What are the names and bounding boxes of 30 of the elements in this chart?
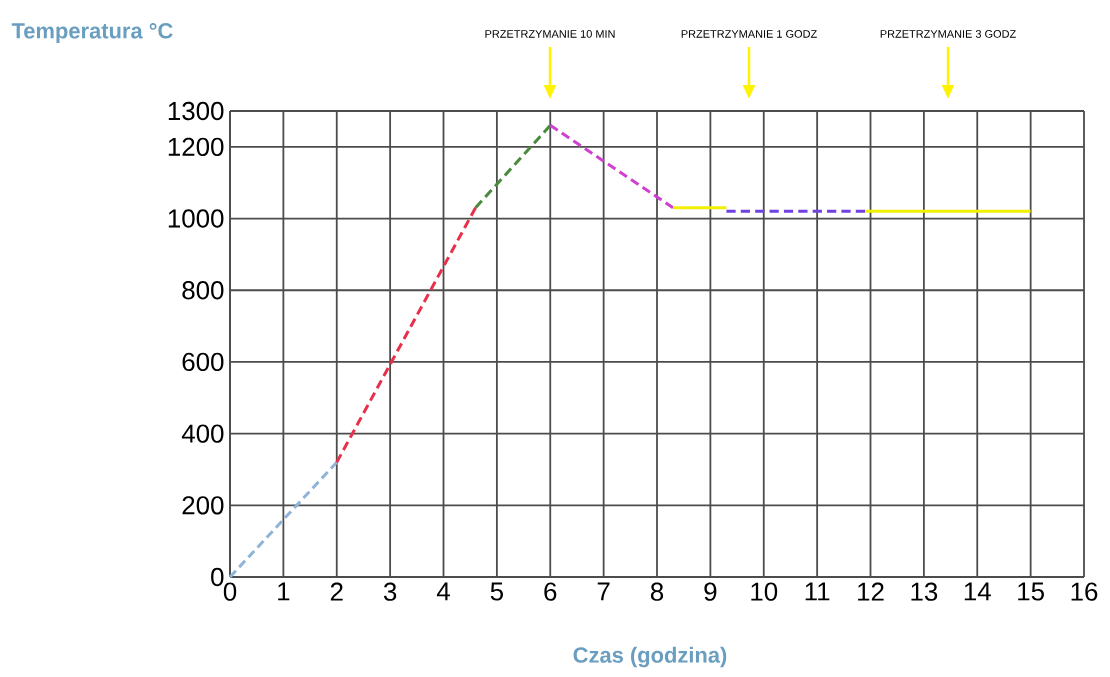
x-tick-label: 0 — [223, 582, 237, 601]
x-tick-label: 8 — [650, 582, 664, 601]
x-tick-label: 4 — [436, 582, 450, 601]
y-tick-label: 600 — [182, 352, 224, 372]
x-tick-label: 1 — [278, 582, 290, 601]
x-tick-label: 12 — [858, 582, 884, 601]
x-tick-label: 13 — [911, 582, 938, 601]
x-tick-label: 15 — [1018, 582, 1044, 601]
x-axis-title: Czas (godzina) — [573, 646, 727, 668]
y-tick-label: 1000 — [168, 209, 224, 228]
x-tick-label: 10 — [751, 582, 778, 601]
x-tick-label: 7 — [597, 582, 610, 601]
x-tick-label: 6 — [544, 582, 557, 601]
y-tick-label: 1300 — [168, 101, 224, 121]
y-tick-label: 200 — [182, 496, 224, 515]
x-tick-label: 2 — [330, 582, 343, 601]
x-tick-label: 3 — [383, 582, 397, 601]
x-tick-label: 5 — [490, 582, 503, 601]
text: PRZETRZYMANIE 1 GODZ — [681, 30, 817, 38]
y-tick-label: 0 — [211, 567, 224, 587]
y-tick-label: 1200 — [168, 137, 224, 157]
x-tick-label: 16 — [1071, 582, 1098, 601]
y-axis-title: Temperatura °C — [11, 23, 173, 43]
x-tick-label: 11 — [805, 582, 830, 601]
text: PRZETRZYMANIE 10 MIN — [485, 30, 615, 38]
y-tick-label: 400 — [181, 424, 224, 443]
x-tick-label: 14 — [964, 582, 991, 601]
text: PRZETRZYMANIE 3 GODZ — [880, 30, 1016, 38]
y-tick-label: 800 — [182, 281, 224, 300]
x-tick-label: 9 — [704, 582, 717, 601]
